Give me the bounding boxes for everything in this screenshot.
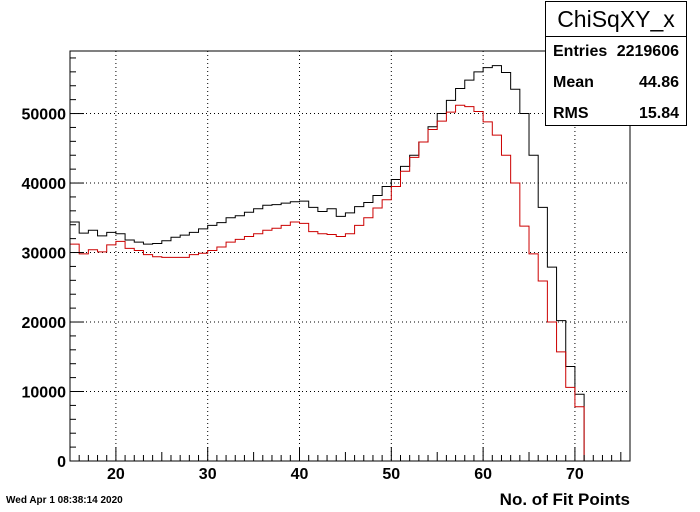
x-tick-label: 20 xyxy=(107,466,125,483)
y-tick-label: 30000 xyxy=(22,246,67,263)
y-tick-label: 0 xyxy=(57,454,66,471)
x-tick-label: 40 xyxy=(291,466,309,483)
plot-frame xyxy=(69,50,631,462)
y-tick-label: 40000 xyxy=(22,176,67,193)
axis-ticks xyxy=(69,57,631,462)
stats-entries-value: 2219606 xyxy=(616,43,679,60)
stats-rms-label: RMS xyxy=(553,105,589,122)
stats-row-mean: Mean 44.86 xyxy=(546,68,686,99)
stats-row-entries: Entries 2219606 xyxy=(546,37,686,68)
stats-box: ChiSqXY_x Entries 2219606 Mean 44.86 RMS… xyxy=(545,1,687,126)
x-axis-label: No. of Fit Points xyxy=(499,490,630,509)
stats-rms-value: 15.84 xyxy=(638,105,679,122)
timestamp: Wed Apr 1 08:38:14 2020 xyxy=(6,495,123,506)
histogram-series xyxy=(70,65,594,462)
y-tick-label: 50000 xyxy=(22,107,67,124)
y-tick-label: 20000 xyxy=(22,315,67,332)
stats-entries-label: Entries xyxy=(553,43,608,60)
grid-lines xyxy=(70,51,630,461)
x-tick-label: 50 xyxy=(382,466,400,483)
axis-tick-labels: 20 30 40 50 60 70 0 10000 20000 30000 40000 50000 xyxy=(22,107,584,483)
y-tick-label: 10000 xyxy=(22,385,67,402)
x-tick-label: 70 xyxy=(566,466,584,483)
stats-mean-value: 44.86 xyxy=(638,74,679,91)
stats-row-rms: RMS 15.84 xyxy=(546,99,686,130)
x-tick-label: 30 xyxy=(199,466,217,483)
stats-mean-label: Mean xyxy=(553,74,594,91)
histogram-series-1 xyxy=(70,104,594,462)
stats-title: ChiSqXY_x xyxy=(546,2,686,37)
x-tick-label: 60 xyxy=(474,466,492,483)
histogram-series-0 xyxy=(70,65,594,462)
